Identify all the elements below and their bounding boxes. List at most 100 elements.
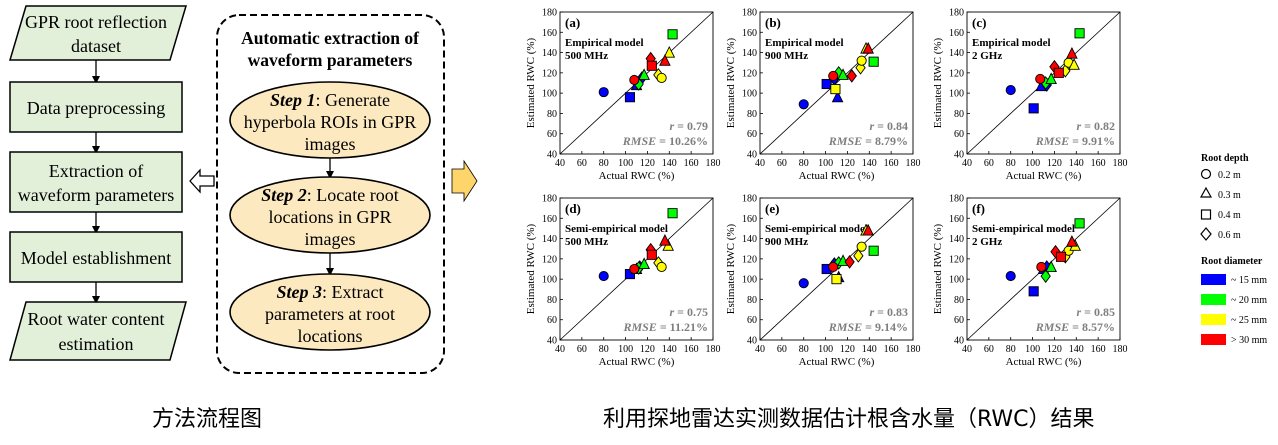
y-tick-label: 180 [949, 8, 964, 19]
caption-right: 利用探地雷达实测数据估计根含水量（RWC）结果 [603, 407, 1095, 432]
data-point-circle [656, 72, 667, 83]
r-value: r = 0.83 [869, 305, 908, 319]
y-tick-label: 40 [747, 150, 757, 161]
panel-model-label: 2 GHz [972, 236, 1002, 248]
x-tick-label: 80 [599, 158, 609, 169]
y-tick-label: 160 [949, 28, 964, 39]
y-tick-label: 100 [542, 275, 557, 286]
legend-diameter-title: Root diameter [1201, 256, 1263, 267]
x-tick-label: 60 [984, 344, 994, 355]
panel-id: (f) [972, 201, 985, 216]
data-point-triangle [638, 68, 650, 80]
r-value: r = 0.85 [1076, 305, 1115, 319]
data-point-circle [629, 74, 640, 86]
data-point-triangle [1066, 46, 1078, 59]
y-tick-label: 80 [547, 295, 557, 306]
x-tick-label: 80 [1006, 344, 1016, 355]
rmse-value: RMSE = 10.26% [622, 134, 708, 148]
y-tick-label: 80 [547, 109, 557, 120]
panel-id: (c) [972, 15, 986, 30]
flow-step-extraction-line2: waveform parameters [18, 185, 174, 205]
data-point-square [831, 274, 842, 285]
x-tick-label: 140 [862, 344, 877, 355]
y-tick-label: 80 [954, 109, 964, 120]
panel-id: (e) [765, 201, 779, 216]
hollow-left-arrow [189, 168, 215, 194]
data-point-diamond [1040, 269, 1051, 283]
data-point-triangle [862, 223, 875, 236]
y-tick-label: 140 [949, 48, 964, 59]
data-point-triangle [837, 68, 849, 80]
x-tick-label: 100 [1025, 158, 1040, 169]
data-point-circle [828, 70, 839, 81]
data-point-diamond [853, 248, 864, 263]
legend-diameter-label: ~ 15 mm [1231, 275, 1267, 286]
orange-right-arrow [451, 159, 478, 203]
y-axis-label: Estimated RWC (%) [725, 223, 737, 314]
x-tick-label: 160 [684, 344, 699, 355]
y-tick-label: 180 [742, 194, 757, 205]
legend-diameter-label: > 30 mm [1231, 335, 1267, 346]
y-tick-label: 160 [542, 214, 557, 225]
y-tick-label: 80 [954, 295, 964, 306]
y-tick-label: 100 [742, 89, 757, 100]
data-point-square [624, 92, 635, 103]
legend-diameter-items: ~ 15 mm ~ 20 mm ~ 25 mm > 30 mm [1201, 274, 1267, 346]
x-tick-label: 100 [1025, 344, 1040, 355]
y-axis-label: Estimated RWC (%) [932, 37, 944, 128]
x-tick-label: 120 [640, 344, 655, 355]
x-tick-label: 120 [840, 158, 855, 169]
x-tick-label: 80 [799, 158, 809, 169]
x-tick-label: 140 [1069, 344, 1084, 355]
data-point-square [1028, 286, 1039, 297]
x-tick-label: 160 [1091, 344, 1106, 355]
x-tick-label: 160 [884, 158, 899, 169]
data-point-square [868, 56, 879, 67]
flow-step-estimation: Root water content estimation [9, 301, 187, 361]
x-tick-label: 160 [684, 158, 699, 169]
legend-diameter-label: ~ 25 mm [1231, 315, 1267, 326]
flow-step-estimation-line2: estimation [59, 334, 134, 354]
x-tick-label: 160 [884, 344, 899, 355]
extraction-title-line2: waveform parameters [248, 50, 413, 70]
data-point-square [646, 249, 657, 260]
step1-ellipse: Step 1: Generate hyperbola ROIs in GPR i… [229, 81, 431, 159]
flow-step-model-label: Model establishment [21, 248, 171, 268]
y-tick-label: 80 [747, 295, 757, 306]
x-tick-label: 140 [1069, 158, 1084, 169]
data-point-triangle [1066, 235, 1078, 247]
data-point-square [646, 60, 657, 71]
y-axis-label: Estimated RWC (%) [525, 37, 537, 128]
legend-depth-label: 0.2 m [1218, 170, 1241, 181]
x-tick-label: 60 [777, 158, 787, 169]
y-axis-label: Estimated RWC (%) [932, 223, 944, 314]
data-point-square [821, 78, 832, 90]
x-tick-label: 180 [906, 158, 921, 169]
y-tick-label: 100 [742, 275, 757, 286]
y-tick-label: 160 [742, 214, 757, 225]
y-tick-label: 120 [742, 254, 757, 265]
panel-model-label: Semi-empirical model [972, 223, 1075, 235]
panel-model-label: 2 GHz [972, 50, 1002, 62]
x-tick-label: 140 [662, 158, 677, 169]
y-tick-label: 100 [542, 89, 557, 100]
legend-depth-square: 0.4 m [1200, 209, 1241, 221]
x-tick-label: 80 [1006, 158, 1016, 169]
flow-step-dataset-line2: dataset [71, 36, 121, 56]
rmse-value: RMSE = 9.91% [1035, 134, 1115, 148]
step3-label: Step 3 [277, 282, 323, 302]
legend-swatch [1201, 334, 1226, 345]
x-tick-label: 180 [1113, 158, 1128, 169]
x-axis-label: Actual RWC (%) [599, 356, 675, 368]
data-point-diamond [855, 60, 866, 75]
data-point-circle [856, 55, 867, 66]
data-point-square [868, 245, 879, 256]
step3-line3: locations [298, 326, 363, 346]
legend-swatch [1201, 314, 1226, 325]
x-axis-label: Actual RWC (%) [1006, 170, 1082, 182]
x-tick-label: 40 [962, 158, 972, 169]
